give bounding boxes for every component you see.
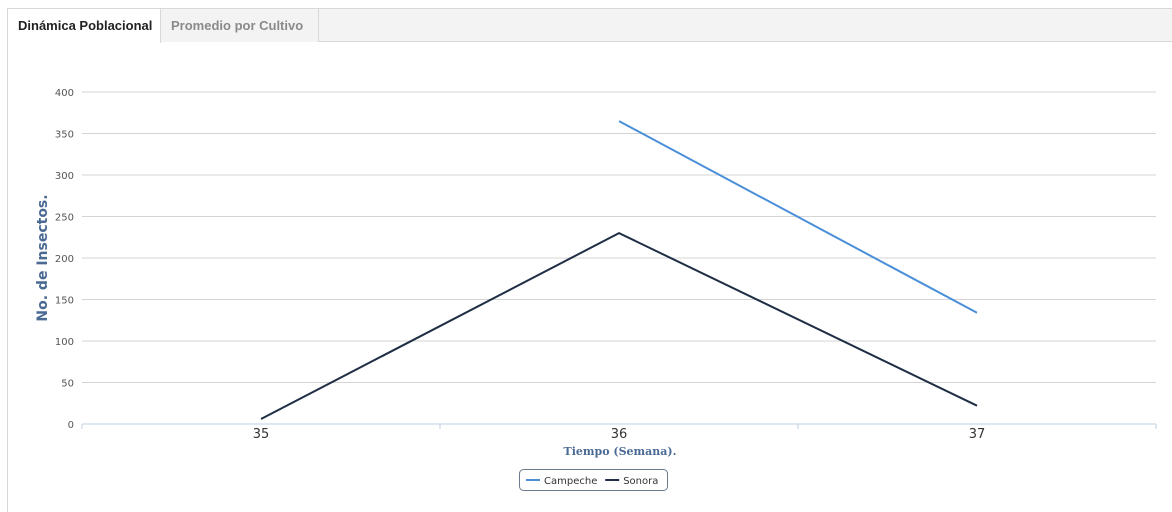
y-tick-label: 0 (68, 420, 74, 431)
legend-label: Campeche (544, 476, 597, 487)
y-tick-label: 350 (55, 130, 74, 141)
legend[interactable]: Campeche Sonora (519, 469, 668, 491)
y-axis-label: No. de Insectos. (35, 194, 51, 321)
y-tick-label: 50 (61, 379, 74, 390)
x-tick-label: 35 (253, 427, 270, 442)
legend-item-campeche[interactable]: Campeche (526, 476, 597, 487)
legend-item-sonora[interactable]: Sonora (605, 476, 658, 487)
x-tick-label: 36 (611, 427, 628, 442)
y-tick-label: 200 (55, 254, 74, 265)
series-line-sonora[interactable] (260, 231, 978, 420)
y-tick-label: 100 (55, 337, 74, 348)
series-line-campeche[interactable] (618, 120, 978, 314)
tab-bar: Dinámica Poblacional Promedio por Cultiv… (8, 9, 1172, 43)
series-lines (260, 120, 978, 420)
x-tick-label: 37 (969, 427, 986, 442)
y-tick-label: 250 (55, 213, 74, 224)
legend-label: Sonora (623, 476, 658, 487)
y-axis-ticks: 0 50 100 150 200 250 300 350 400 (55, 88, 74, 431)
y-tick-label: 150 (55, 296, 74, 307)
y-tick-label: 300 (55, 171, 74, 182)
legend-frame (519, 469, 668, 491)
y-tick-label: 400 (55, 88, 74, 99)
x-axis: 35 36 37 (81, 423, 1157, 442)
tab-dinamica-poblacional[interactable]: Dinámica Poblacional (8, 9, 161, 43)
tab-promedio-por-cultivo[interactable]: Promedio por Cultivo (161, 9, 319, 42)
x-axis-label: Tiempo (Semana). (564, 445, 677, 458)
gridlines (82, 91, 1156, 383)
